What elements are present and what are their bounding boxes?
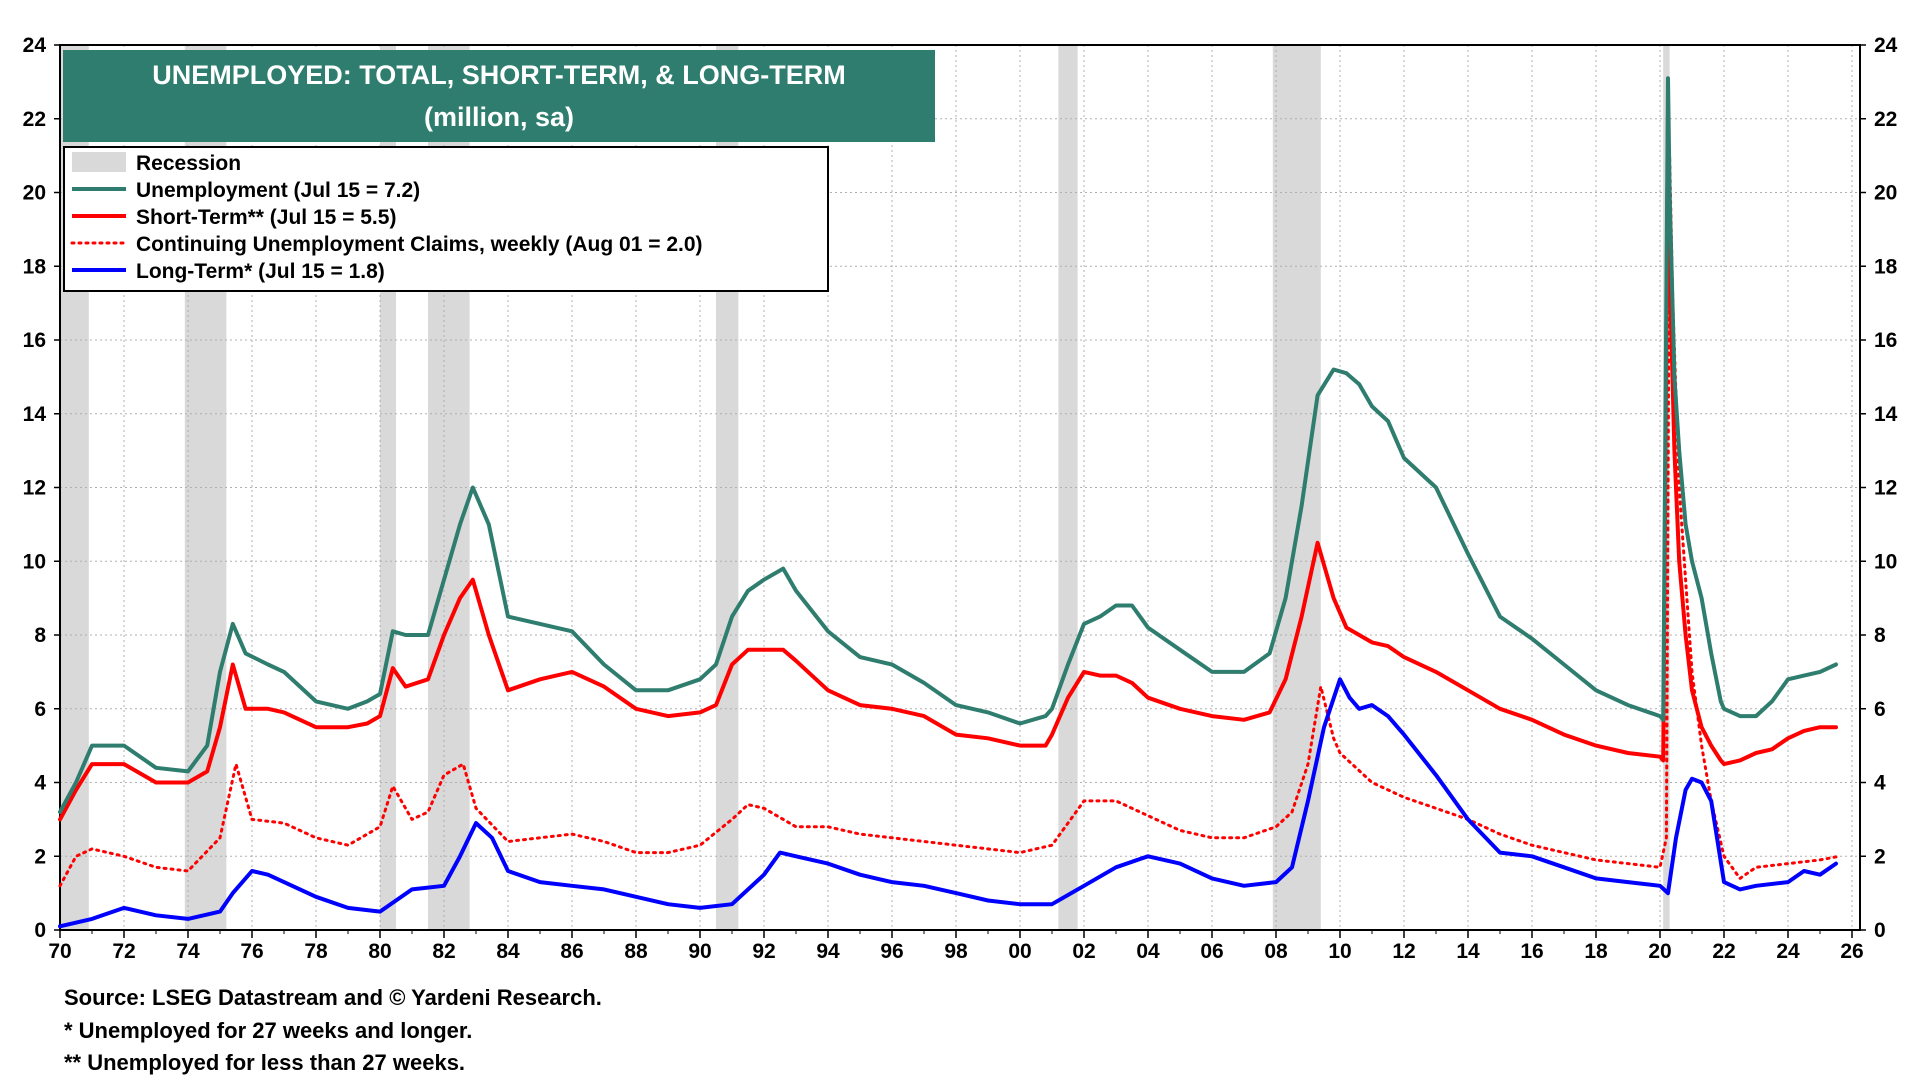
y-tick-label: 4 — [34, 772, 46, 795]
chart-title: UNEMPLOYED: TOTAL, SHORT-TERM, & LONG-TE… — [152, 60, 845, 90]
x-tick-label: 08 — [1264, 940, 1288, 963]
chart-subtitle: (million, sa) — [424, 102, 574, 132]
y-tick-label-right: 16 — [1874, 329, 1897, 352]
y-tick-label-right: 20 — [1874, 182, 1897, 205]
y-tick-label: 10 — [23, 550, 46, 573]
source-note: Source: LSEG Datastream and © Yardeni Re… — [64, 985, 602, 1010]
footnote-short-term: ** Unemployed for less than 27 weeks. — [64, 1050, 466, 1075]
x-tick-label: 20 — [1648, 940, 1671, 963]
y-tick-label-right: 4 — [1874, 772, 1886, 795]
x-tick-label: 14 — [1456, 940, 1480, 963]
y-tick-label-right: 24 — [1874, 34, 1898, 57]
title-box: UNEMPLOYED: TOTAL, SHORT-TERM, & LONG-TE… — [63, 50, 935, 142]
y-tick-label-right: 2 — [1874, 845, 1886, 868]
x-tick-label: 72 — [112, 940, 135, 963]
y-tick-label-right: 12 — [1874, 477, 1897, 500]
x-tick-label: 06 — [1200, 940, 1223, 963]
x-tick-label: 16 — [1520, 940, 1543, 963]
x-tick-label: 00 — [1008, 940, 1031, 963]
y-tick-label-right: 22 — [1874, 108, 1897, 131]
x-tick-label: 88 — [624, 940, 648, 963]
y-tick-label-right: 18 — [1874, 255, 1898, 278]
x-tick-label: 04 — [1136, 940, 1160, 963]
gridlines — [60, 45, 1860, 930]
x-tick-label: 78 — [304, 940, 328, 963]
y-tick-label: 0 — [34, 919, 46, 942]
y-tick-label: 14 — [23, 403, 47, 426]
series-line-unemployment — [58, 76, 1838, 814]
y-tick-label-right: 0 — [1874, 919, 1886, 942]
x-tick-label: 92 — [752, 940, 775, 963]
x-tick-label: 70 — [48, 940, 71, 963]
y-tick-label: 16 — [23, 329, 46, 352]
x-tick-label: 26 — [1840, 940, 1863, 963]
x-tick-label: 10 — [1328, 940, 1351, 963]
x-tick-label: 90 — [688, 940, 711, 963]
y-tick-label: 8 — [34, 624, 46, 647]
y-tick-label: 6 — [34, 698, 46, 721]
legend: Recession Unemployment (Jul 15 = 7.2) Shor… — [63, 146, 829, 292]
x-tick-label: 80 — [368, 940, 391, 963]
series-line-long-term — [58, 677, 1838, 929]
x-tick-label: 86 — [560, 940, 583, 963]
x-tick-label: 84 — [496, 940, 520, 963]
x-tick-label: 18 — [1584, 940, 1608, 963]
y-tick-label-right: 10 — [1874, 550, 1897, 573]
y-tick-label-right: 8 — [1874, 624, 1886, 647]
footnote-long-term: * Unemployed for 27 weeks and longer. — [64, 1018, 473, 1043]
y-tick-label: 20 — [23, 182, 46, 205]
y-tick-label: 12 — [23, 477, 46, 500]
legend-label: Short-Term** (Jul 15 = 5.5) — [136, 206, 396, 229]
x-tick-label: 74 — [176, 940, 200, 963]
y-tick-label-right: 6 — [1874, 698, 1886, 721]
legend-label: Continuing Unemployment Claims, weekly (… — [136, 233, 703, 256]
x-tick-label: 22 — [1712, 940, 1735, 963]
y-tick-label: 24 — [23, 34, 47, 57]
y-tick-label: 22 — [23, 108, 46, 131]
x-tick-label: 94 — [816, 940, 840, 963]
x-tick-label: 96 — [880, 940, 903, 963]
series-lines — [58, 76, 1841, 929]
series-line-continuing-unemployment-claims-weekly — [58, 154, 1841, 888]
legend-label: Recession — [136, 152, 241, 175]
legend-swatch-recession — [72, 152, 126, 172]
x-tick-label: 02 — [1072, 940, 1095, 963]
x-tick-label: 98 — [944, 940, 968, 963]
x-tick-label: 12 — [1392, 940, 1415, 963]
x-tick-label: 82 — [432, 940, 455, 963]
legend-label: Long-Term* (Jul 15 = 1.8) — [136, 260, 385, 283]
legend-label: Unemployment (Jul 15 = 7.2) — [136, 179, 420, 202]
y-tick-label-right: 14 — [1874, 403, 1898, 426]
x-tick-label: 76 — [240, 940, 263, 963]
y-tick-label: 2 — [34, 845, 46, 868]
x-tick-label: 24 — [1776, 940, 1800, 963]
y-tick-label: 18 — [23, 255, 47, 278]
